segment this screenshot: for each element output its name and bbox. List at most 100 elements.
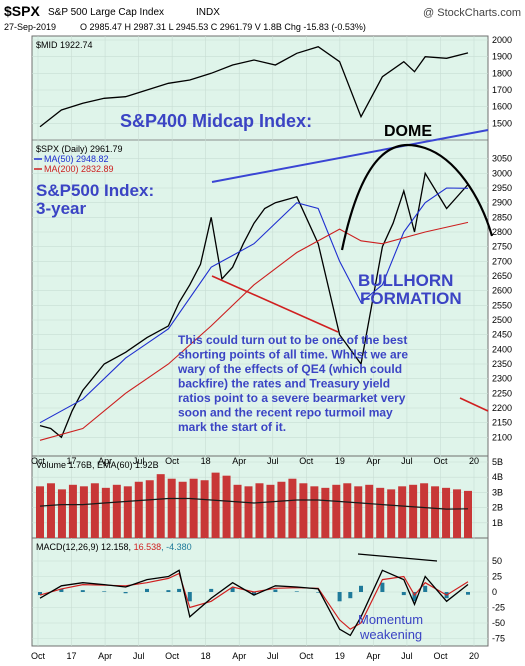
mid-y-tick: 1500 xyxy=(492,118,512,128)
commentary-line: ratios point to a severe bearmarket very xyxy=(178,391,406,405)
volume-bar xyxy=(266,484,275,538)
volume-bar xyxy=(288,478,297,538)
dome-label: DOME xyxy=(384,123,432,140)
month-tick-label: 19 xyxy=(335,651,345,661)
symbol-label: $SPX xyxy=(4,3,40,19)
volume-bar xyxy=(376,487,385,538)
month-tick-label: Jul xyxy=(401,651,413,661)
mid-y-tick: 1600 xyxy=(492,102,512,112)
exchange-label: INDX xyxy=(196,7,220,18)
price-y-tick: 3050 xyxy=(492,154,512,164)
volume-bar xyxy=(68,484,77,538)
price-y-tick: 2100 xyxy=(492,432,512,442)
month-tick-label: Oct xyxy=(165,456,180,466)
mid-price-line xyxy=(39,45,469,128)
sp500-title-1: S&P500 Index: xyxy=(36,181,154,200)
month-tick-label: Oct xyxy=(299,651,314,661)
momentum-label-1: Momentum xyxy=(358,612,423,627)
macd-histogram-bar xyxy=(187,592,192,602)
sp500-title-2: 3-year xyxy=(36,199,86,218)
mid-y-tick: 1700 xyxy=(492,85,512,95)
macd-histogram-bar xyxy=(294,591,299,592)
macd-label-signal: 16.538 xyxy=(134,542,162,552)
volume-bar xyxy=(200,480,209,538)
price-y-tick: 2700 xyxy=(492,256,512,266)
month-tick-label: 19 xyxy=(335,456,345,466)
volume-bar xyxy=(321,487,330,538)
bullhorn-label-1: BULLHORN xyxy=(358,271,453,290)
ma200-line xyxy=(39,221,469,441)
volume-bar xyxy=(222,475,231,538)
macd-label-prefix: MACD(12,26,9) 12.158, xyxy=(36,542,134,552)
macd-histogram-bar xyxy=(401,592,406,596)
month-tick-label: 17 xyxy=(67,651,77,661)
volume-bar xyxy=(189,478,198,538)
month-tick-label: Jul xyxy=(267,456,279,466)
volume-bar xyxy=(420,483,429,538)
month-tick-label: Oct xyxy=(31,651,46,661)
price-y-tick: 2500 xyxy=(492,315,512,325)
commentary-line: shorting points of all time. Whilst we a… xyxy=(178,348,408,362)
volume-bar xyxy=(167,478,176,538)
volume-bar xyxy=(178,481,187,538)
macd-histogram-bar xyxy=(177,588,182,592)
price-y-tick: 2650 xyxy=(492,271,512,281)
macd-histogram-bar xyxy=(423,585,428,592)
commentary-line: backfire) the rates and Treasury yield xyxy=(178,377,390,391)
price-y-tick: 2550 xyxy=(492,300,512,310)
price-y-tick: 2750 xyxy=(492,242,512,252)
volume-bar xyxy=(464,490,472,538)
mid-y-tick: 2000 xyxy=(492,35,512,45)
mid-panel-label: $MID 1922.74 xyxy=(36,40,93,50)
volume-bar xyxy=(299,483,308,538)
volume-y-tick: 5B xyxy=(492,457,503,467)
month-tick-label: Jul xyxy=(133,651,145,661)
month-tick-label: Apr xyxy=(98,456,112,466)
macd-line xyxy=(39,569,469,637)
price-panel-bg xyxy=(31,35,489,457)
macd-y-tick: 50 xyxy=(492,556,502,566)
volume-bar xyxy=(36,486,44,538)
volume-y-tick: 3B xyxy=(492,487,503,497)
volume-bar xyxy=(211,472,220,538)
volume-bar xyxy=(90,483,99,538)
volume-bar xyxy=(365,484,374,538)
spx-price-line xyxy=(39,171,469,439)
price-y-tick: 2900 xyxy=(492,198,512,208)
volume-bar xyxy=(431,486,440,538)
mid-y-tick: 1900 xyxy=(492,52,512,62)
macd-histogram-bar xyxy=(337,592,342,602)
month-tick-label: Apr xyxy=(366,651,380,661)
volume-bar xyxy=(145,480,154,538)
month-tick-label: Jul xyxy=(133,456,145,466)
macd-y-tick: 0 xyxy=(492,587,497,597)
macd-y-tick: -50 xyxy=(492,618,505,628)
volume-bar xyxy=(354,486,363,538)
ohlc-label: O 2985.47 H 2987.31 L 2945.53 C 2961.79 … xyxy=(80,22,366,32)
macd-histogram-bar xyxy=(359,585,363,592)
volume-bar xyxy=(343,483,352,538)
volume-bar xyxy=(156,474,165,538)
volume-bar xyxy=(233,484,242,538)
volume-bar xyxy=(277,481,286,538)
bullhorn-label-2: FORMATION xyxy=(360,289,462,308)
price-y-tick: 2150 xyxy=(492,418,512,428)
volume-y-tick: 1B xyxy=(492,518,503,528)
price-y-tick: 2950 xyxy=(492,183,512,193)
price-y-tick: 2300 xyxy=(492,374,512,384)
index-name: S&P 500 Large Cap Index xyxy=(48,7,164,18)
volume-bar xyxy=(409,484,418,538)
volume-bar xyxy=(79,486,88,538)
price-y-tick: 2850 xyxy=(492,212,512,222)
volume-bar xyxy=(123,486,132,538)
legend-ma50: MA(50) 2948.82 xyxy=(44,154,109,164)
dome-arc xyxy=(340,143,494,251)
volume-bar xyxy=(398,486,407,538)
macd-histogram-bar xyxy=(466,592,470,595)
month-tick-label: Oct xyxy=(433,651,448,661)
volume-bar xyxy=(134,481,143,538)
price-y-tick: 2250 xyxy=(492,388,512,398)
month-tick-label: Jul xyxy=(401,456,413,466)
legend-price: $SPX (Daily) 2961.79 xyxy=(36,144,123,154)
